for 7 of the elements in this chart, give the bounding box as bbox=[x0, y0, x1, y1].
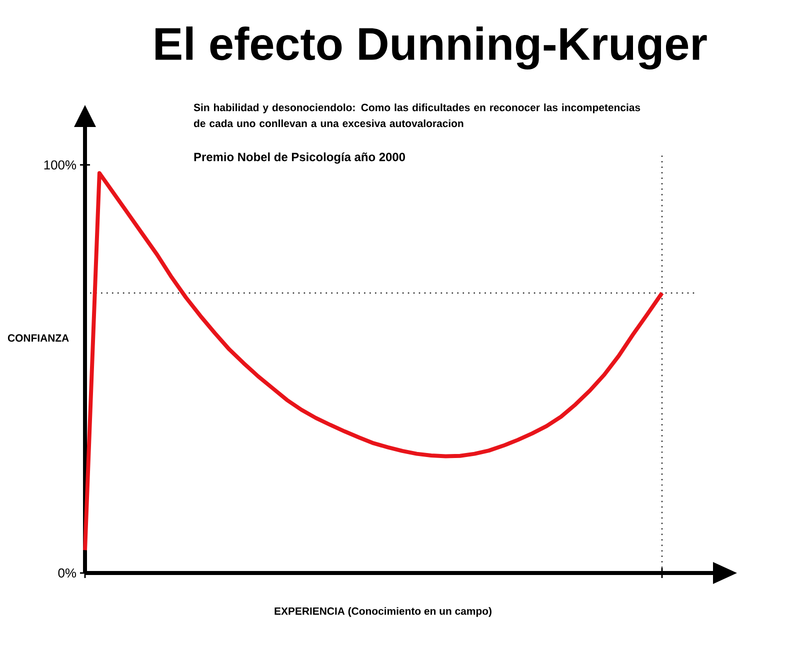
y-tick-label: 0% bbox=[58, 568, 76, 578]
chart-subtitle: Sin habilidad y desonociendolo: Como las dificultades en reconocer las incompetencias de cada uno conllevan a una excesiva autovaloracion bbox=[194, 104, 640, 128]
y-axis-title: CONFIANZA bbox=[8, 334, 69, 342]
y-tick-label: 100% bbox=[44, 160, 76, 170]
x-axis-title: EXPERIENCIA (Conocimiento en un campo) bbox=[274, 607, 492, 617]
annotation: Premio Nobel de Psicología año 2000 bbox=[194, 152, 405, 164]
chart-title: El efecto Dunning-Kruger bbox=[156, 26, 707, 70]
